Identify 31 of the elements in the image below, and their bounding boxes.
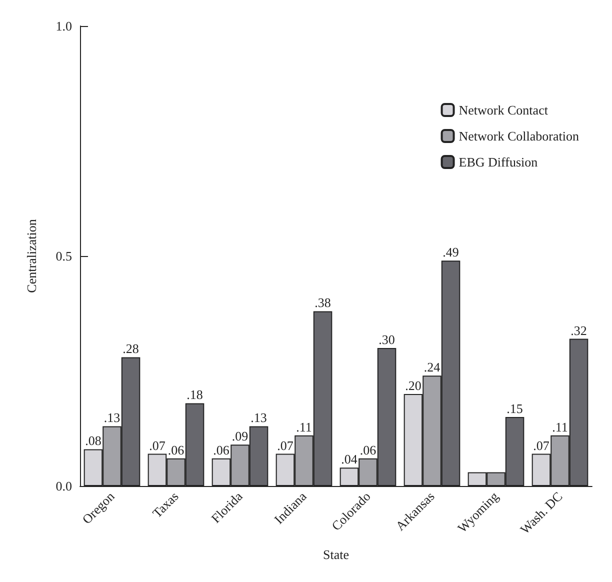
data-label: .08 (85, 433, 102, 448)
data-label: .24 (424, 360, 441, 375)
data-label: .13 (104, 410, 120, 426)
y-tick-label: 0.5 (56, 248, 72, 264)
data-label: .38 (314, 295, 331, 310)
x-axis-title: State (323, 547, 350, 562)
data-label: .06 (168, 442, 185, 458)
data-label: .49 (442, 244, 459, 260)
data-label: .06 (360, 442, 377, 458)
legend-label: Network Collaboration (458, 128, 580, 144)
data-label: .11 (552, 419, 568, 434)
y-axis-title: Centralization (24, 218, 39, 293)
data-label: .13 (250, 410, 267, 426)
y-tick-label: 1.0 (56, 18, 72, 34)
data-label: .32 (570, 322, 587, 338)
data-label: .30 (378, 332, 395, 347)
data-label: .06 (213, 442, 230, 458)
data-label: .04 (341, 452, 358, 467)
data-label: .07 (277, 438, 294, 453)
data-label: .07 (149, 438, 166, 453)
data-label: .15 (506, 401, 523, 416)
data-label: .11 (296, 419, 312, 434)
legend-label: EBG Diffusion (458, 154, 538, 170)
data-label: .07 (533, 438, 550, 453)
data-label: .18 (186, 387, 203, 402)
y-tick-label: 0.0 (56, 478, 72, 494)
data-label: .09 (232, 428, 248, 444)
data-label: .28 (122, 341, 139, 356)
x-tick-label: Wash. DC (517, 488, 566, 537)
legend-label: Network Contact (458, 102, 548, 118)
data-label: .20 (405, 378, 422, 393)
